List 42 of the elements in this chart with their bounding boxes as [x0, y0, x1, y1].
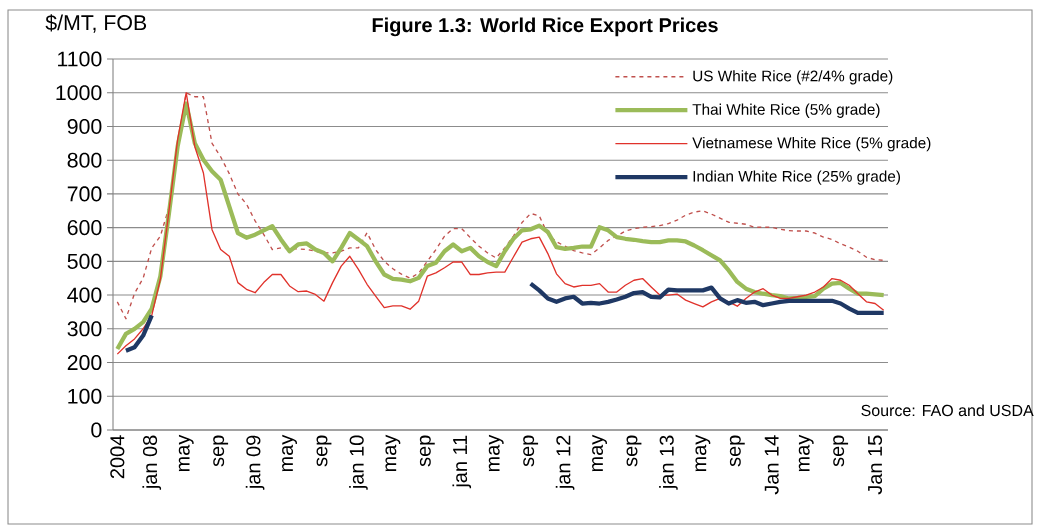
x-tick-label: sep	[833, 435, 849, 467]
legend-label: Indian White Rice (25% grade)	[693, 170, 901, 185]
y-tick-label: 1000	[56, 85, 102, 101]
legend-label: US White Rice (#2/4% grade)	[693, 70, 893, 85]
y-tick-label: 500	[67, 253, 102, 269]
chart-title: Figure 1.3: World Rice Export Prices	[372, 17, 718, 37]
x-tick-label: jan 08	[142, 435, 162, 490]
x-tick-label: may	[798, 434, 814, 472]
x-tick-label: Jan 14	[764, 435, 779, 495]
x-tick-label: sep	[626, 435, 642, 467]
x-tick-label: may	[178, 434, 194, 472]
y-tick-label: 800	[67, 152, 102, 168]
y-tick-label: 400	[67, 287, 102, 303]
x-tick-label: sep	[213, 435, 229, 467]
x-tick-label: may	[282, 434, 297, 472]
x-tick-label: sep	[419, 435, 435, 467]
x-tick-label: jan 09	[245, 435, 265, 490]
x-tick-label: Jan 15	[868, 435, 883, 495]
x-tick-label: jan 13	[659, 435, 678, 490]
legend-label: Thai White Rice (5% grade)	[692, 103, 880, 118]
x-tick-label: may	[695, 434, 711, 472]
x-tick-label: jan 12	[555, 435, 575, 490]
y-tick-label: 100	[68, 388, 102, 404]
x-tick-label: jan 10	[349, 435, 368, 490]
y-tick-label: 700	[67, 186, 102, 202]
x-tick-label: sep	[523, 435, 539, 467]
x-tick-label: may	[385, 434, 401, 472]
x-tick-label: jan 11	[452, 435, 472, 489]
x-tick-label: sep	[729, 435, 745, 467]
y-tick-label: 300	[67, 321, 102, 337]
y-tick-label: 600	[67, 220, 102, 236]
x-tick-label: 2004	[110, 435, 125, 479]
x-tick-label: may	[592, 434, 607, 472]
y-tick-label: 0	[91, 422, 102, 438]
legend-label: Vietnamese White Rice (5% grade)	[692, 137, 931, 152]
y-tick-label: 900	[67, 118, 102, 134]
annotation: Source: FAO and USDA	[861, 404, 1034, 417]
y-tick-label: 200	[67, 354, 102, 371]
y-tick-label: 1100	[58, 51, 102, 67]
y-axis-title: $/MT, FOB	[45, 14, 147, 33]
x-tick-label: sep	[316, 435, 332, 467]
x-tick-label: may	[488, 434, 504, 472]
